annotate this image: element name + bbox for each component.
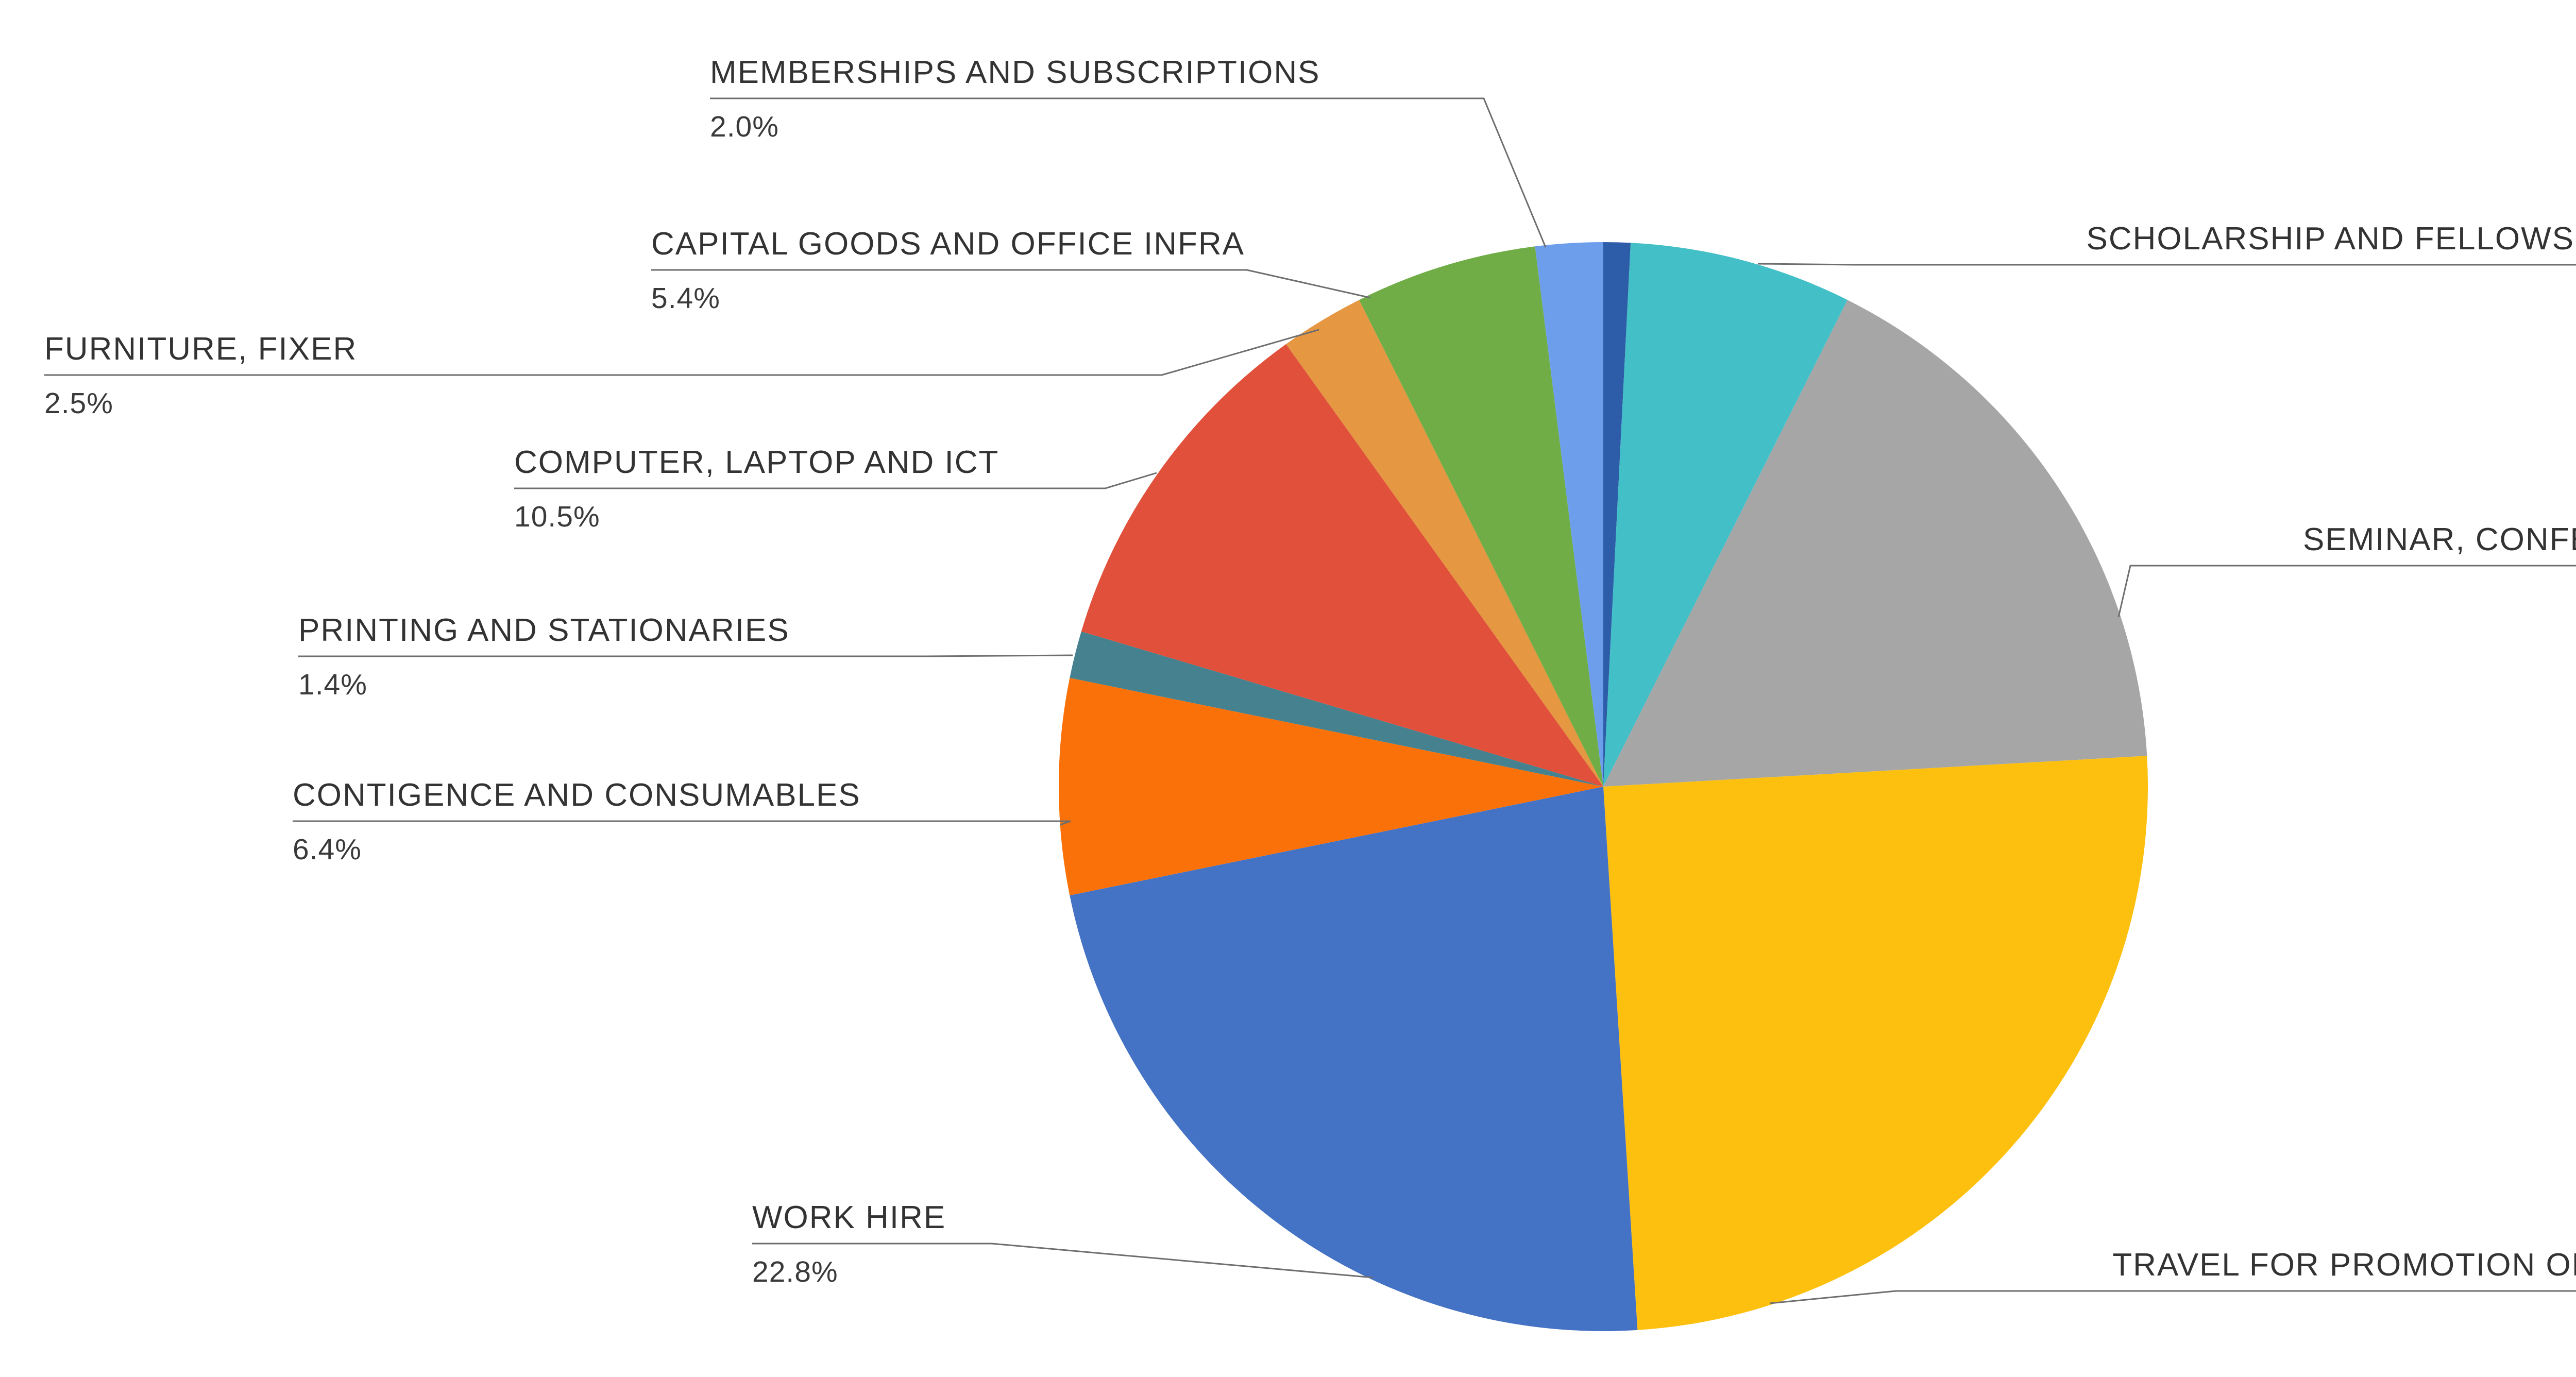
pie-slice-1[interactable] — [1603, 243, 1848, 787]
pie-slice-5[interactable] — [1059, 677, 1603, 896]
leader-line — [298, 654, 1073, 657]
pie-slice-6[interactable] — [1070, 631, 1603, 787]
slice-label: COMPUTER, LAPTOP AND ICT — [514, 445, 999, 480]
pie-slice-7[interactable] — [1081, 344, 1603, 787]
slice-percent: 22.8% — [752, 1255, 838, 1288]
pie-slices-group — [1059, 242, 2148, 1331]
label-memberships-and-subscriptions: MEMBERSHIPS AND SUBSCRIPTIONS 2.0% — [710, 54, 1320, 143]
slice-label: PRINTING AND STATIONARIES — [298, 613, 790, 648]
slice-percent: 24.9% — [2112, 1303, 2576, 1335]
pie-slice-2[interactable] — [1603, 300, 2147, 787]
slice-percent: 5.4% — [651, 282, 720, 315]
slice-label: TRAVEL FOR PROMOTION OF INTERNATIONAL RE… — [2112, 1247, 2576, 1283]
label-scholarship-and-fellowship-awards-rewards: SCHOLARSHIP AND FELLOWSHIP, AWARDS, REWA… — [2086, 220, 2576, 309]
slice-percent: 2.0% — [710, 110, 779, 143]
label-capital-goods-and-office-infra: CAPITAL GOODS AND OFFICE INFRA 5.4% — [651, 226, 1245, 314]
leader-line — [293, 820, 1071, 826]
label-computer-laptop-and-ict: COMPUTER, LAPTOP AND ICT 10.5% — [514, 444, 999, 533]
pie-slice-9[interactable] — [1359, 246, 1603, 787]
pie-slice-3[interactable] — [1603, 756, 2148, 1330]
slice-label: CONTIGENCE AND CONSUMABLES — [293, 777, 861, 813]
label-seminar-conference-events: SEMINAR, CONFERENCE, EVENTS AND DELE... … — [2303, 521, 2576, 610]
leader-line — [2117, 565, 2576, 618]
label-work-hire: WORK HIRE 22.8% — [752, 1199, 946, 1288]
slice-percent: 1.4% — [298, 668, 367, 701]
leader-line — [1757, 263, 2576, 266]
leader-line — [44, 329, 1319, 376]
slice-percent: 6.4% — [293, 833, 362, 866]
leader-line — [651, 269, 1371, 299]
slice-label: SCHOLARSHIP AND FELLOWSHIP, AWARDS, REWA… — [2086, 221, 2576, 257]
label-travel-for-promotion-of-international-relations: TRAVEL FOR PROMOTION OF INTERNATIONAL RE… — [2112, 1247, 2576, 1335]
leader-line — [710, 97, 1547, 248]
pie-slice-4[interactable] — [1070, 787, 1638, 1331]
slice-percent: 16.7% — [2303, 578, 2576, 610]
label-furniture-fixer: FURNITURE, FIXER 2.5% — [44, 331, 357, 419]
pie-slice-10[interactable] — [1535, 242, 1604, 787]
slice-label: WORK HIRE — [752, 1200, 946, 1235]
label-printing-and-stationaries: PRINTING AND STATIONARIES 1.4% — [298, 612, 790, 701]
slice-percent: 10.5% — [514, 500, 600, 533]
label-contigence-and-consumables: CONTIGENCE AND CONSUMABLES 6.4% — [293, 777, 861, 865]
leader-line — [752, 1243, 1374, 1279]
leader-line — [1769, 1290, 2576, 1304]
leader-line — [514, 472, 1157, 489]
slice-label: CAPITAL GOODS AND OFFICE INFRA — [651, 226, 1245, 262]
slice-label: SEMINAR, CONFERENCE, EVENTS AND DELE... — [2302, 522, 2576, 557]
pie-slice-0[interactable] — [1603, 242, 1631, 787]
leader-lines-group — [44, 97, 2576, 1304]
slice-percent: 6.6% — [2086, 277, 2576, 309]
slice-label: MEMBERSHIPS AND SUBSCRIPTIONS — [710, 55, 1320, 90]
slice-percent: 2.5% — [44, 387, 113, 420]
pie-slice-8[interactable] — [1286, 300, 1603, 787]
slice-label: FURNITURE, FIXER — [44, 331, 358, 367]
